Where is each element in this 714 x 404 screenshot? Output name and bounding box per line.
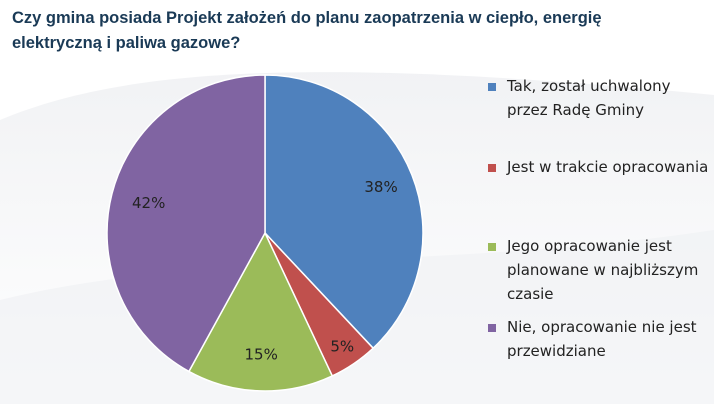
slice-percent-label: 15% [245,346,278,364]
legend-item-w-trakcie: Jest w trakcie opracowania [488,155,714,179]
legend-item-planowane: Jego opracowanie jest planowane w najbli… [488,234,714,306]
legend-swatch [488,243,496,251]
legend-label: Jego opracowanie jest planowane w najbli… [507,237,699,303]
legend-item-nie-przewidziane: Nie, opracowanie nie jest przewidziane [488,315,714,363]
slice-percent-label: 38% [364,178,397,196]
chart-title: Czy gmina posiada Projekt założeń do pla… [12,9,602,52]
slice-percent-label: 5% [330,338,354,356]
legend-label: Jest w trakcie opracowania [507,158,709,176]
legend-item-uchwalony: Tak, został uchwalony przez Radę Gminy [488,74,714,122]
pie-slice [187,231,334,392]
legend-label: Tak, został uchwalony przez Radę Gminy [507,77,671,119]
legend-swatch [488,164,496,172]
legend-label: Nie, opracowanie nie jest przewidziane [507,318,697,360]
legend-swatch [488,324,496,332]
slice-percent-label: 42% [132,194,165,212]
legend-swatch [488,83,496,91]
pie-slice [264,74,424,350]
pie-slice [106,74,266,373]
